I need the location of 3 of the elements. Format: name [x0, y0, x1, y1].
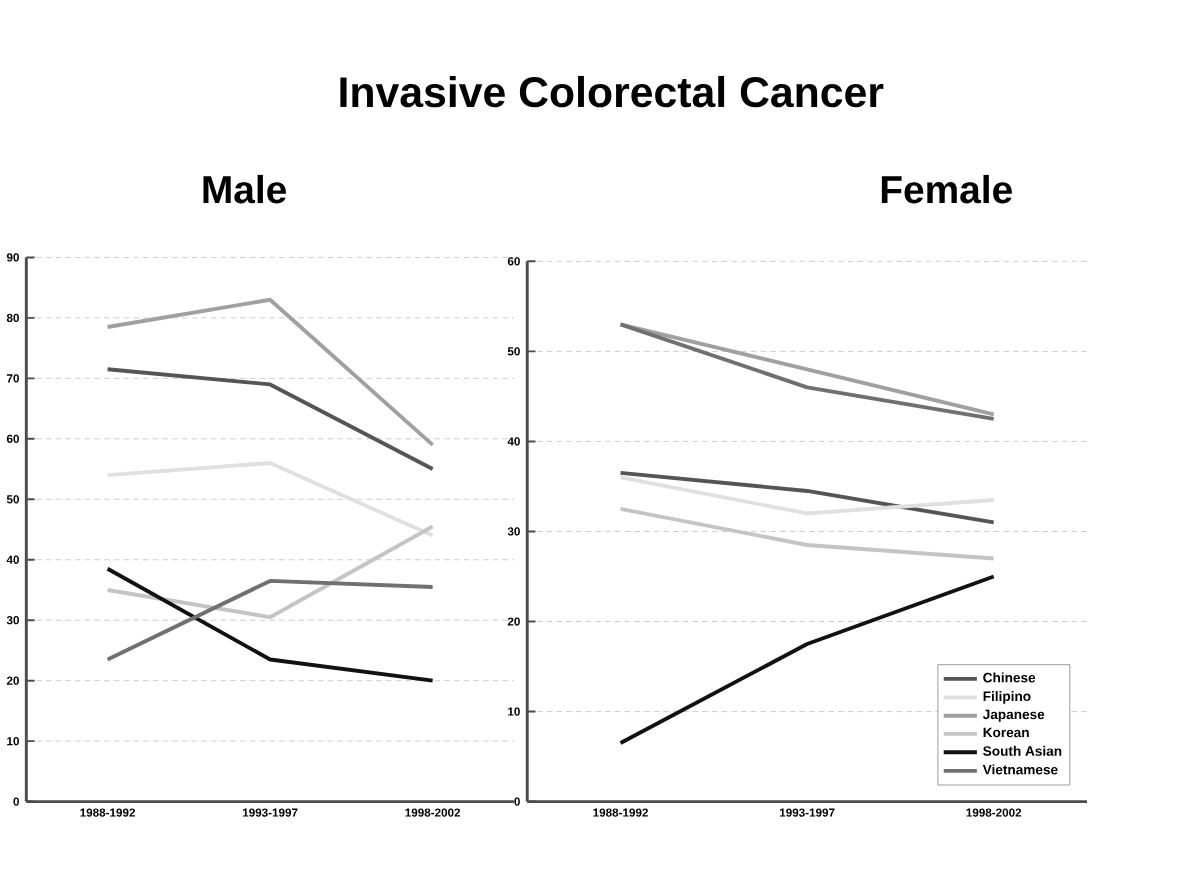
chart-title: Female [881, 174, 1012, 204]
text: Invasive Colorectal Cancer [340, 76, 884, 108]
chart-subtitle: Male [203, 174, 286, 204]
